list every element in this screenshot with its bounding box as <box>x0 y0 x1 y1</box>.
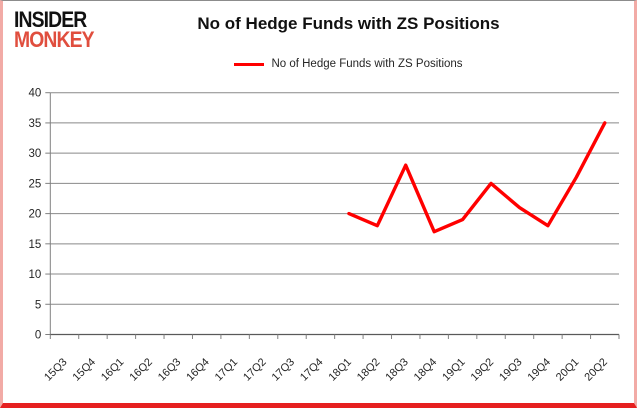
x-tick-label: 19Q4 <box>526 356 554 384</box>
x-tick-label: 20Q1 <box>554 356 582 384</box>
y-tick-label: 10 <box>29 269 42 281</box>
x-tick-label: 15Q4 <box>71 356 99 384</box>
y-tick-label: 40 <box>29 88 42 100</box>
y-tick-label: 0 <box>35 330 41 342</box>
x-tick-label: 19Q2 <box>469 356 497 384</box>
x-tick-label: 16Q1 <box>99 356 127 384</box>
x-tick-label: 15Q3 <box>42 356 70 384</box>
chart-title: No of Hedge Funds with ZS Positions <box>197 14 500 33</box>
legend: No of Hedge Funds with ZS Positions <box>73 58 624 70</box>
series-line <box>347 121 607 234</box>
logo-line-insider: INSIDER <box>14 7 87 32</box>
x-tick-label: 19Q3 <box>497 356 525 384</box>
x-tick-label: 17Q1 <box>213 356 241 384</box>
y-tick-label: 25 <box>29 178 42 190</box>
x-tick-label: 20Q2 <box>582 356 610 384</box>
legend-label: No of Hedge Funds with ZS Positions <box>271 58 463 70</box>
x-tick-label: 18Q1 <box>326 356 354 384</box>
insider-monkey-logo: INSIDER MONKEY <box>14 7 95 52</box>
y-tick-label: 35 <box>29 118 42 130</box>
line-chart: 0 5 10 15 20 25 30 35 40 15Q3 15Q4 16Q1 16Q2 16Q3 16Q4… <box>3 81 634 403</box>
y-tick-label: 15 <box>29 239 42 251</box>
y-tick-label: 30 <box>29 148 42 160</box>
y-tick-label: 5 <box>35 299 41 311</box>
y-tick-label: 20 <box>29 209 42 221</box>
legend-line-swatch <box>234 62 265 66</box>
logo-line-monkey: MONKEY <box>14 27 95 52</box>
x-tick-label: 16Q2 <box>127 356 155 384</box>
plot-svg: 0 5 10 15 20 25 30 35 40 15Q3 15Q4 16Q1 16Q2 16Q3 16Q4… <box>29 88 620 384</box>
x-tick-label: 16Q4 <box>184 356 212 384</box>
x-tick-label: 18Q2 <box>355 356 383 384</box>
x-tick-label: 17Q2 <box>241 356 269 384</box>
x-tick-label: 18Q3 <box>383 356 411 384</box>
x-tick-label: 18Q4 <box>412 356 440 384</box>
x-tick-label: 19Q1 <box>440 356 468 384</box>
x-tick-label: 17Q4 <box>298 356 326 384</box>
x-tick-label: 16Q3 <box>156 356 184 384</box>
x-tick-label: 17Q3 <box>270 356 298 384</box>
